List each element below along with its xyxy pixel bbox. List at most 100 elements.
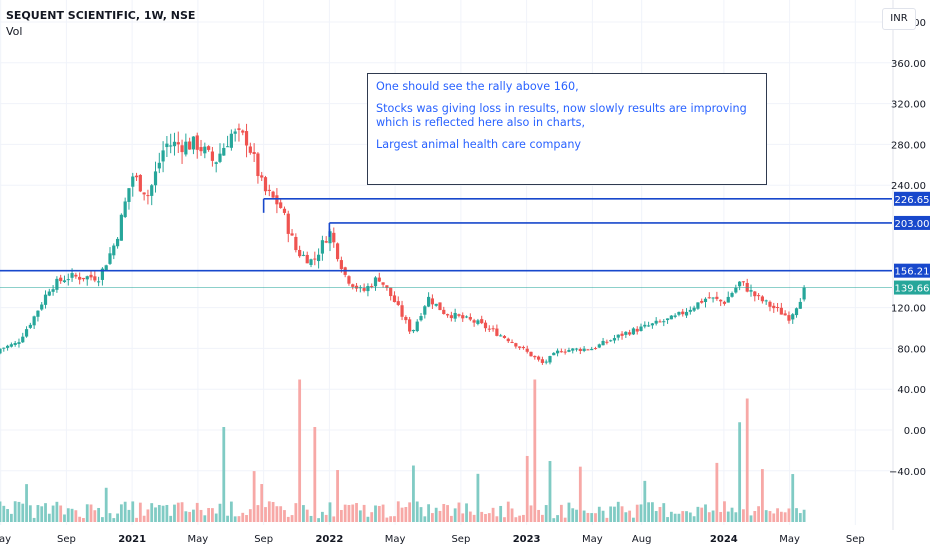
volume-bar (355, 503, 358, 522)
volume-bar (226, 515, 229, 522)
candle-body (794, 308, 799, 316)
volume-bar (229, 501, 233, 522)
candle-body (104, 265, 108, 271)
volume-bar (169, 515, 173, 522)
volume-bar (525, 455, 529, 522)
volume-bar (487, 513, 491, 522)
annotation-line-2: Stocks was giving loss in results, now s… (376, 102, 747, 129)
candle-body (392, 295, 397, 303)
volume-bar (36, 505, 40, 522)
volume-bar (499, 505, 503, 522)
volume-bar (529, 505, 533, 522)
annotation-note[interactable]: One should see the rally above 160, Stoc… (367, 73, 767, 185)
volume-bar (302, 505, 305, 522)
volume-bar (685, 511, 688, 522)
volume-bar (264, 507, 267, 522)
volume-bar (802, 509, 806, 522)
volume-bar (601, 510, 605, 522)
volume-bar (184, 511, 188, 522)
candle-body (85, 276, 89, 280)
volume-bar (742, 509, 745, 522)
candle-body (9, 344, 13, 347)
volume-bar (779, 511, 783, 522)
volume-bar (176, 502, 180, 522)
candle-body (286, 213, 290, 234)
volume-bar (647, 502, 650, 522)
volume-bar (522, 514, 525, 522)
volume-bar (719, 511, 723, 522)
volume-bar (658, 506, 662, 522)
candle-body (567, 349, 571, 352)
candle-body (434, 303, 438, 306)
volume-bar (548, 461, 552, 522)
candle-body (169, 145, 173, 147)
volume-bar (430, 513, 434, 522)
candle-body (146, 195, 150, 197)
volume-bar (730, 507, 734, 522)
candle-body (339, 260, 343, 269)
candle-body (628, 332, 632, 335)
candle-body (711, 297, 715, 299)
candle-body (472, 320, 476, 323)
candle-body (260, 175, 264, 178)
candle-body (563, 351, 567, 353)
candle-body (373, 277, 378, 287)
volume-bar (468, 511, 472, 522)
chart-title: SEQUENT SCIENTIFIC, 1W, NSE (6, 9, 196, 22)
volume-bar (309, 515, 313, 522)
volume-bar (597, 506, 601, 522)
y-tick-label: 120.00 (891, 304, 926, 315)
candle-body (233, 131, 237, 134)
volume-bar (279, 506, 283, 522)
candle-body (244, 131, 249, 146)
candle-body (476, 320, 480, 324)
volume-bar (199, 509, 203, 522)
candle-body (93, 276, 97, 281)
volume-bar (715, 462, 719, 522)
volume-bar (707, 512, 711, 522)
candle-body (301, 254, 306, 256)
volume-bar (332, 516, 336, 522)
volume-bar (328, 502, 332, 522)
candle-body (43, 294, 48, 305)
volume-bar (533, 379, 537, 522)
candle-body (74, 274, 78, 277)
volume-bar (734, 512, 738, 522)
candle-body (753, 291, 757, 297)
candle-body (502, 335, 507, 339)
candle-body (734, 287, 738, 293)
currency-button[interactable]: INR (882, 8, 916, 30)
volume-bar (150, 503, 154, 522)
volume-bar (313, 427, 317, 522)
candle-body (423, 306, 427, 315)
volume-bar (321, 511, 324, 522)
candle-body (180, 145, 184, 153)
volume-bar (97, 507, 101, 522)
candle-body (593, 348, 598, 350)
volume-bar (214, 513, 218, 522)
volume-bar (381, 504, 385, 522)
candle-body (483, 322, 488, 329)
candle-body (309, 259, 313, 265)
candle-body (78, 276, 82, 280)
candle-body (571, 348, 575, 351)
volume-bar (563, 517, 567, 522)
level-price-label: 203.00 (895, 219, 930, 230)
candle-body (40, 304, 44, 310)
candle-body (188, 141, 192, 150)
candle-body (768, 301, 772, 307)
candle-body (176, 142, 180, 145)
candle-body (275, 195, 279, 205)
candle-body (2, 347, 6, 349)
candle-body (317, 254, 321, 262)
volume-bar (393, 516, 396, 522)
volume-bar (415, 501, 419, 522)
candle-body (89, 274, 93, 278)
volume-indicator-label[interactable]: Vol (6, 25, 23, 38)
candle-body (81, 277, 86, 280)
candle-body (320, 240, 325, 254)
volume-bar (795, 508, 798, 522)
candle-body (654, 320, 658, 324)
candle-body (385, 285, 389, 288)
candle-body (559, 351, 563, 353)
